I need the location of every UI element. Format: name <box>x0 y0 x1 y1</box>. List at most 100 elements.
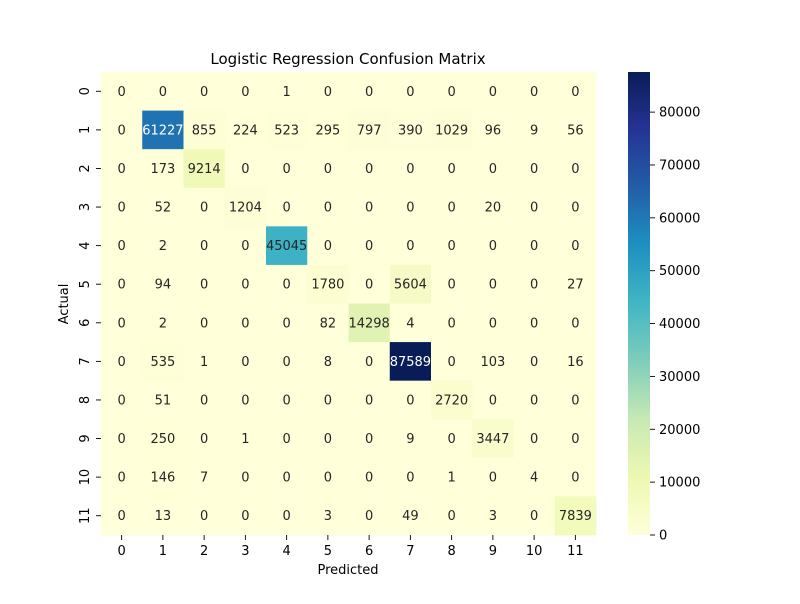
x-tick-label-1: 1 <box>159 544 167 559</box>
cell-value-r0-c11: 0 <box>571 85 579 100</box>
heatmap-cell-r6-c9 <box>472 303 514 343</box>
y-tick-label-7: 7 <box>78 357 93 365</box>
heatmap-cell-r10-c4 <box>266 457 308 497</box>
colorbar-tick-label-7: 70000 <box>659 158 700 173</box>
cell-value-r0-c3: 0 <box>241 85 249 100</box>
heatmap-cell-r3-c9 <box>472 187 514 227</box>
heatmap-cell-r4-c7 <box>389 226 432 266</box>
cell-value-r7-c5: 8 <box>324 355 332 370</box>
heatmap-cell-r2-c10 <box>513 149 556 189</box>
heatmap-cell-r1-c9 <box>472 110 514 150</box>
heatmap-cell-r11-c6 <box>348 496 391 536</box>
heatmap-cell-r3-c2 <box>183 187 226 227</box>
heatmap-cell-r0-c3 <box>224 72 267 111</box>
heatmap-cell-r2-c7 <box>389 149 432 189</box>
cell-value-r5-c10: 0 <box>530 278 538 293</box>
cell-value-r9-c7: 9 <box>406 432 414 447</box>
colorbar-ticks: 0 10000 20000 30000 40000 50000 60000 70000 8000… <box>650 106 700 544</box>
heatmap-cell-r8-c1 <box>142 380 184 420</box>
x-axis-label: Predicted <box>317 563 378 578</box>
heatmap-cell-r3-c1 <box>142 187 184 227</box>
cell-value-r8-c11: 0 <box>571 393 579 408</box>
cell-value-r4-c11: 0 <box>571 239 579 254</box>
cell-value-r2-c9: 0 <box>489 162 497 177</box>
cell-value-r10-c2: 7 <box>200 471 208 486</box>
heatmap-cell-r0-c11 <box>554 72 597 111</box>
heatmap-cell-r9-c1 <box>142 419 184 459</box>
heatmap-cell-r7-c8 <box>431 342 473 382</box>
heatmap-cell-r5-c0 <box>101 264 143 304</box>
cell-value-r7-c3: 0 <box>241 355 249 370</box>
heatmap-cell-r11-c4 <box>266 496 308 536</box>
cell-value-r8-c6: 0 <box>365 393 373 408</box>
cell-value-r1-c10: 9 <box>530 123 538 138</box>
cell-value-r11-c1: 13 <box>155 509 172 524</box>
cell-value-r4-c3: 0 <box>241 239 249 254</box>
colorbar-tick-label-8: 80000 <box>659 106 700 121</box>
cell-value-r5-c1: 94 <box>155 278 172 293</box>
heatmap-cell-r4-c4 <box>266 226 308 266</box>
cell-value-r6-c6: 14298 <box>348 316 389 331</box>
cell-value-r8-c9: 0 <box>489 393 497 408</box>
cell-value-r5-c5: 1780 <box>311 278 344 293</box>
colorbar <box>628 72 650 535</box>
cell-value-r1-c9: 96 <box>485 123 502 138</box>
heatmap-cell-r4-c9 <box>472 226 514 266</box>
heatmap-cell-r11-c8 <box>431 496 473 536</box>
heatmap-cell-r6-c0 <box>101 303 143 343</box>
heatmap-cell-r2-c11 <box>554 149 597 189</box>
heatmap-cell-r2-c8 <box>431 149 473 189</box>
heatmap-cell-r11-c11 <box>554 496 597 536</box>
cell-value-r1-c3: 224 <box>233 123 258 138</box>
y-tick-label-5: 5 <box>78 280 93 288</box>
y-tick-label-3: 3 <box>78 203 93 211</box>
heatmap-cell-r10-c11 <box>554 457 597 497</box>
heatmap-cell-r7-c2 <box>183 342 226 382</box>
cell-value-r1-c8: 1029 <box>435 123 468 138</box>
heatmap-cell-r5-c8 <box>431 264 473 304</box>
cell-value-r5-c6: 0 <box>365 278 373 293</box>
x-tick-label-4: 4 <box>282 544 290 559</box>
cell-value-r8-c1: 51 <box>155 393 172 408</box>
heatmap-cell-r1-c8 <box>431 110 473 150</box>
cell-value-r8-c8: 2720 <box>435 393 468 408</box>
heatmap-cell-r7-c0 <box>101 342 143 382</box>
cell-value-r11-c4: 0 <box>282 509 290 524</box>
heatmap-cell-r3-c6 <box>348 187 391 227</box>
heatmap-cell-r11-c9 <box>472 496 514 536</box>
heatmap-cell-r2-c0 <box>101 149 143 189</box>
cell-value-r0-c2: 0 <box>200 85 208 100</box>
heatmap-cell-r1-c3 <box>224 110 267 150</box>
cell-value-r3-c8: 0 <box>447 201 455 216</box>
cell-value-r7-c4: 0 <box>282 355 290 370</box>
heatmap-cell-r10-c3 <box>224 457 267 497</box>
heatmap-cell-r2-c9 <box>472 149 514 189</box>
heatmap-cell-r0-c6 <box>348 72 391 111</box>
cell-value-r8-c4: 0 <box>282 393 290 408</box>
cell-value-r5-c11: 27 <box>567 278 584 293</box>
heatmap-cell-r2-c4 <box>266 149 308 189</box>
heatmap-cell-r9-c11 <box>554 419 597 459</box>
cell-value-r4-c1: 2 <box>159 239 167 254</box>
colorbar-tick-label-2: 20000 <box>659 423 700 438</box>
chart-title: Logistic Regression Confusion Matrix <box>210 50 485 68</box>
y-tick-label-2: 2 <box>78 164 93 172</box>
heatmap-cell-r9-c8 <box>431 419 473 459</box>
cell-value-r7-c6: 0 <box>365 355 373 370</box>
heatmap-cell-r7-c9 <box>472 342 514 382</box>
cell-value-r7-c7: 87589 <box>390 355 431 370</box>
cell-value-r9-c5: 0 <box>324 432 332 447</box>
cell-value-r4-c10: 0 <box>530 239 538 254</box>
heatmap-cell-r9-c0 <box>101 419 143 459</box>
heatmap-cell-r7-c10 <box>513 342 556 382</box>
cell-value-r11-c8: 0 <box>447 509 455 524</box>
cell-value-r6-c7: 4 <box>406 316 414 331</box>
cell-value-r0-c5: 0 <box>324 85 332 100</box>
cell-value-r9-c11: 0 <box>571 432 579 447</box>
heatmap-cell-r9-c10 <box>513 419 556 459</box>
heatmap-cell-r9-c9 <box>472 419 514 459</box>
y-tick-label-8: 8 <box>78 396 93 404</box>
cell-value-r7-c0: 0 <box>117 355 125 370</box>
heatmap-cell-r9-c6 <box>348 419 391 459</box>
cell-value-r11-c6: 0 <box>365 509 373 524</box>
